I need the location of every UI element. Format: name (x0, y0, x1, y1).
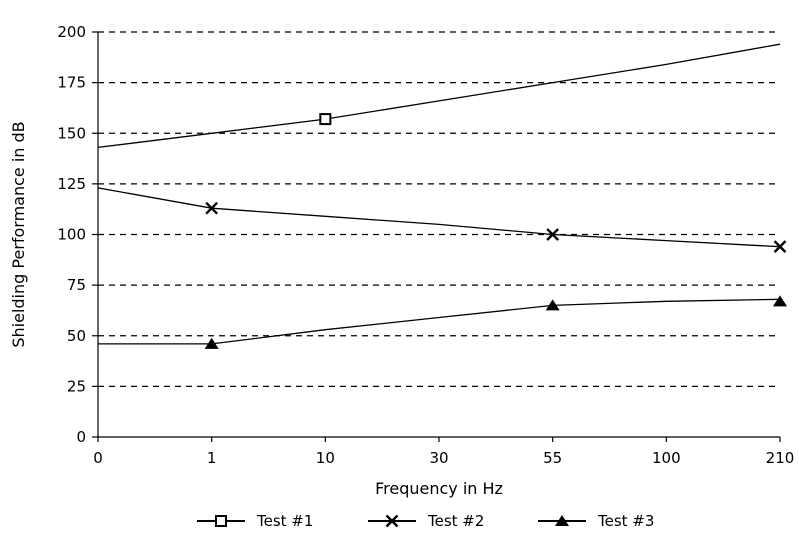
legend-label: Test #3 (597, 512, 654, 530)
legend-label: Test #2 (427, 512, 484, 530)
data-point (545, 299, 560, 311)
y-tick-label: 75 (67, 276, 86, 294)
x-axis-label: Frequency in Hz (375, 479, 503, 498)
legend-label: Test #1 (256, 512, 313, 530)
y-axis-label: Shielding Performance in dB (9, 121, 28, 347)
x-tick-label: 1 (207, 449, 217, 467)
y-tick-label: 175 (57, 74, 86, 92)
y-tick-label: 50 (67, 327, 86, 345)
marker-stroke (205, 201, 219, 215)
data-point (773, 295, 787, 307)
axes (92, 31, 781, 442)
series-line (98, 298, 781, 345)
series-group (97, 43, 787, 349)
marker-stroke (546, 228, 560, 241)
series-3 (98, 295, 787, 349)
y-tick-label: 200 (57, 23, 86, 41)
y-tick-label: 25 (67, 377, 86, 395)
gridlines (98, 31, 780, 387)
x-tick-labels: 0 1 10 30 55 100 210 (93, 449, 794, 467)
marker-stroke (773, 240, 787, 253)
data-point (546, 228, 560, 241)
series-2 (97, 187, 787, 253)
x-tick-label: 210 (766, 449, 795, 467)
marker-stroke (385, 514, 399, 528)
x-tick-label: 100 (652, 449, 681, 467)
legend-item-2: Test #2 (368, 512, 484, 530)
data-point (773, 240, 787, 253)
data-point (204, 337, 219, 349)
y-tick-label: 0 (76, 428, 86, 446)
y-tick-label: 150 (57, 124, 86, 142)
x-tick-label: 10 (316, 449, 335, 467)
legend: Test #1 Test #2 Test #3 (197, 512, 654, 530)
x-tick-label: 30 (429, 449, 448, 467)
legend-marker (215, 515, 227, 527)
legend-marker (385, 514, 399, 528)
legend-item-1: Test #1 (197, 512, 313, 530)
series-line (97, 187, 781, 248)
legend-item-3: Test #3 (538, 512, 654, 530)
y-tick-label: 100 (57, 226, 86, 244)
y-tick-label: 125 (57, 175, 86, 193)
series-1 (97, 43, 781, 149)
data-point (205, 201, 219, 215)
x-tick-label: 55 (543, 449, 562, 467)
data-point (319, 113, 332, 126)
legend-marker (555, 515, 569, 526)
y-tick-labels: 0 25 50 75 100 125 150 175 200 (57, 23, 86, 446)
series-line (97, 43, 781, 149)
x-tick-label: 0 (93, 449, 103, 467)
